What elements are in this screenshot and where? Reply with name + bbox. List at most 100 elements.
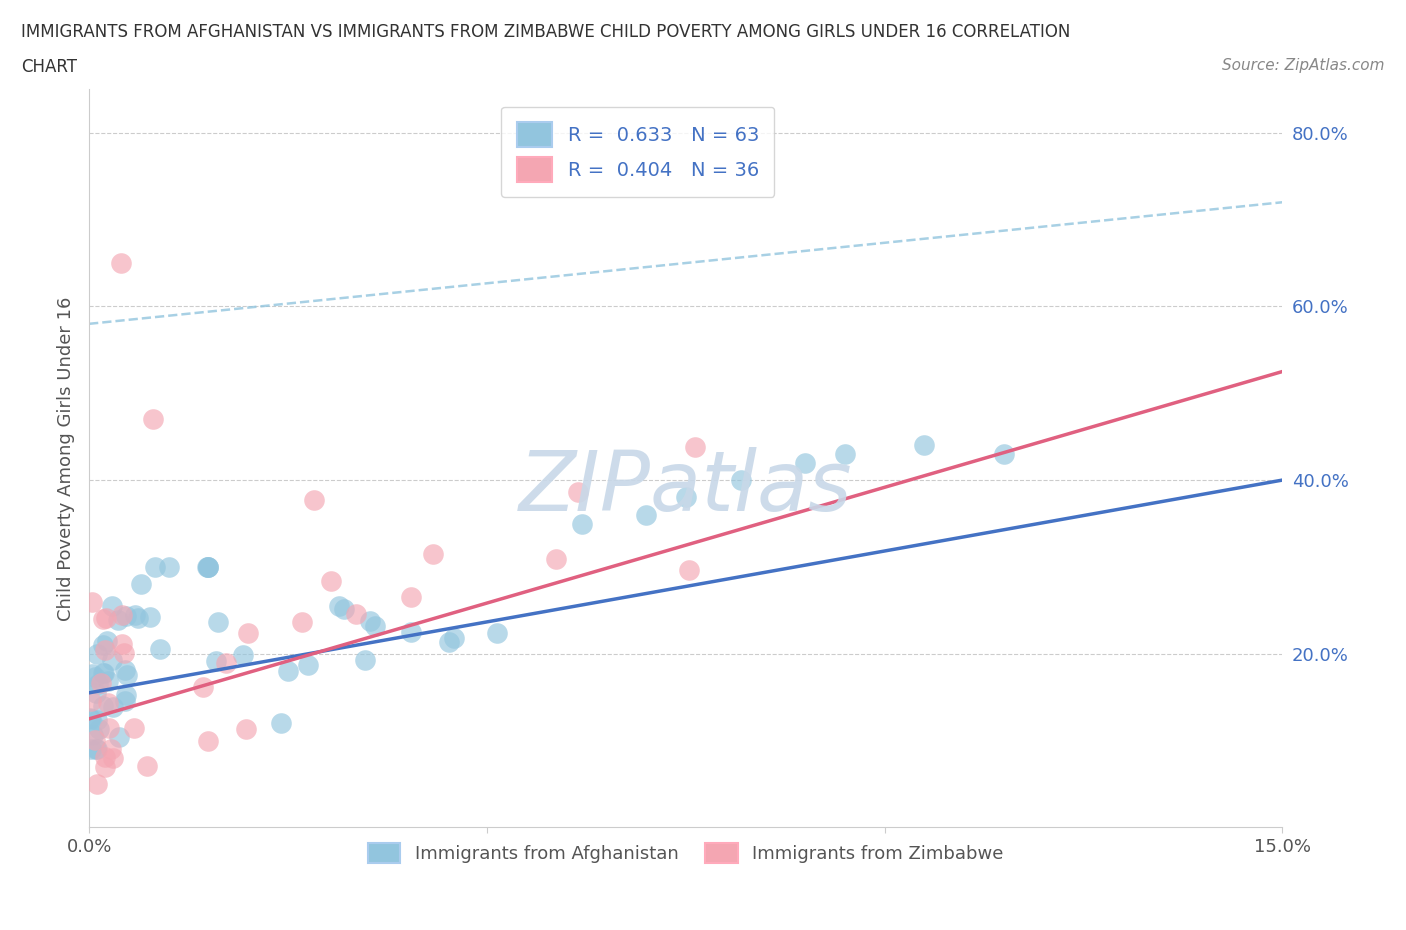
- Point: [91, 699, 114, 714]
- Point: [111, 607, 134, 622]
- Point: [291, 615, 314, 630]
- Point: [115, 687, 138, 702]
- Point: [207, 615, 229, 630]
- Point: [344, 606, 367, 621]
- Y-axis label: Child Poverty Among Girls Under 16: Child Poverty Among Girls Under 16: [58, 297, 75, 620]
- Point: [87, 677, 110, 692]
- Point: [486, 625, 509, 640]
- Point: [354, 653, 377, 668]
- Point: [567, 485, 589, 499]
- Point: [333, 601, 356, 616]
- Point: [86, 712, 108, 727]
- Point: [80, 594, 103, 609]
- Point: [195, 560, 218, 575]
- Point: [302, 492, 325, 507]
- Point: [114, 694, 136, 709]
- Point: [634, 508, 657, 523]
- Point: [321, 574, 343, 589]
- Point: [364, 619, 387, 634]
- Point: [236, 625, 259, 640]
- Point: [730, 472, 752, 487]
- Point: [544, 551, 567, 566]
- Point: [993, 446, 1015, 461]
- Point: [157, 560, 180, 575]
- Point: [97, 673, 120, 688]
- Point: [191, 679, 214, 694]
- Point: [112, 646, 135, 661]
- Point: [124, 608, 146, 623]
- Point: [359, 614, 381, 629]
- Point: [197, 560, 219, 575]
- Point: [142, 412, 165, 427]
- Point: [93, 666, 115, 681]
- Text: IMMIGRANTS FROM AFGHANISTAN VS IMMIGRANTS FROM ZIMBABWE CHILD POVERTY AMONG GIRL: IMMIGRANTS FROM AFGHANISTAN VS IMMIGRANT…: [21, 23, 1070, 41]
- Point: [131, 576, 153, 591]
- Point: [675, 490, 697, 505]
- Point: [571, 516, 593, 531]
- Point: [197, 733, 219, 748]
- Point: [399, 624, 422, 639]
- Point: [127, 611, 149, 626]
- Point: [422, 547, 444, 562]
- Point: [122, 721, 145, 736]
- Point: [114, 663, 136, 678]
- Point: [794, 456, 817, 471]
- Point: [111, 637, 134, 652]
- Point: [80, 694, 103, 709]
- Point: [205, 654, 228, 669]
- Text: CHART: CHART: [21, 58, 77, 75]
- Point: [97, 721, 120, 736]
- Point: [97, 696, 120, 711]
- Point: [87, 721, 110, 736]
- Point: [136, 759, 159, 774]
- Point: [79, 711, 101, 725]
- Point: [107, 730, 129, 745]
- Point: [100, 652, 122, 667]
- Point: [143, 560, 166, 575]
- Point: [683, 439, 706, 454]
- Point: [94, 750, 117, 764]
- Text: Source: ZipAtlas.com: Source: ZipAtlas.com: [1222, 58, 1385, 73]
- Point: [101, 598, 124, 613]
- Point: [93, 665, 115, 680]
- Point: [297, 658, 319, 673]
- Point: [80, 667, 103, 682]
- Point: [84, 732, 107, 747]
- Point: [100, 742, 122, 757]
- Point: [107, 613, 129, 628]
- Point: [678, 563, 700, 578]
- Point: [91, 612, 114, 627]
- Point: [94, 611, 117, 626]
- Point: [912, 438, 935, 453]
- Point: [84, 742, 107, 757]
- Point: [84, 670, 107, 684]
- Point: [114, 608, 136, 623]
- Point: [80, 711, 103, 726]
- Point: [235, 722, 257, 737]
- Point: [149, 642, 172, 657]
- Point: [82, 727, 104, 742]
- Point: [86, 742, 108, 757]
- Point: [215, 656, 238, 671]
- Point: [94, 759, 117, 774]
- Point: [86, 646, 108, 661]
- Point: [96, 633, 118, 648]
- Point: [84, 685, 107, 700]
- Point: [91, 637, 114, 652]
- Point: [399, 590, 422, 604]
- Point: [101, 751, 124, 765]
- Point: [103, 699, 125, 714]
- Point: [86, 777, 108, 791]
- Point: [110, 256, 132, 271]
- Point: [328, 598, 350, 613]
- Text: ZIPatlas: ZIPatlas: [519, 447, 852, 528]
- Point: [443, 631, 465, 645]
- Point: [197, 560, 219, 575]
- Point: [80, 742, 103, 757]
- Point: [437, 634, 460, 649]
- Point: [197, 560, 219, 575]
- Point: [270, 716, 292, 731]
- Point: [93, 643, 115, 658]
- Point: [834, 446, 856, 461]
- Point: [232, 647, 254, 662]
